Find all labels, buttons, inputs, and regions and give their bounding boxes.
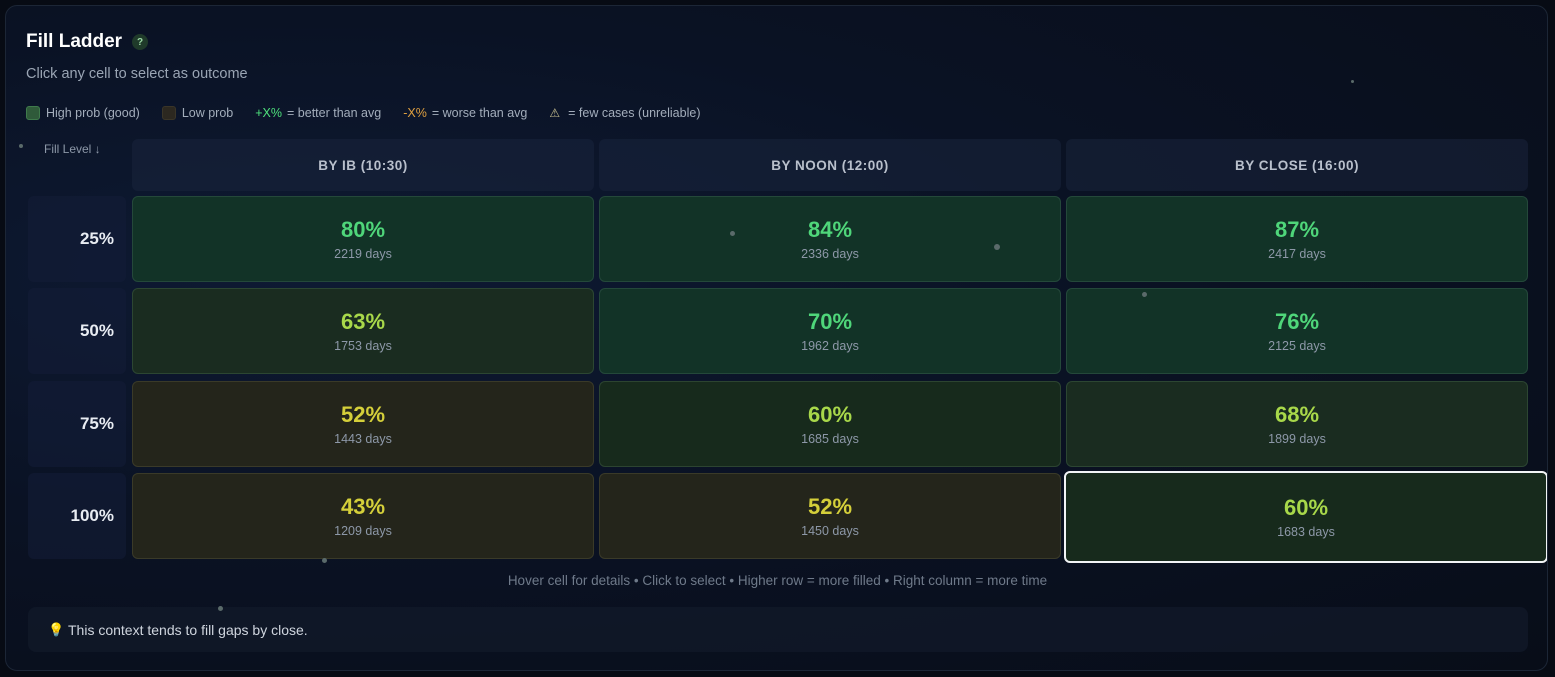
decor-dot	[1351, 80, 1354, 83]
cell-day-count: 2125 days	[1268, 339, 1326, 353]
cell-day-count: 1753 days	[334, 339, 392, 353]
grid-cell[interactable]: 84% 2336 days	[599, 196, 1061, 282]
legend-worse: -X% = worse than avg	[403, 106, 527, 120]
grid-cell[interactable]: 52% 1443 days	[132, 381, 594, 467]
panel-subtitle: Click any cell to select as outcome	[26, 66, 248, 82]
legend-low-label: Low prob	[181, 106, 234, 120]
legend-few: ⚠ = few cases (unreliable)	[549, 106, 700, 120]
cell-day-count: 1209 days	[334, 524, 392, 538]
grid-cell[interactable]: 63% 1753 days	[132, 288, 594, 374]
fill-ladder-panel: Fill Ladder ? Click any cell to select a…	[5, 5, 1548, 671]
cell-day-count: 1962 days	[801, 339, 859, 353]
context-text: This context tends to fill gaps by close…	[68, 621, 308, 638]
cell-day-count: 2417 days	[1268, 247, 1326, 261]
title-row: Fill Ladder ?	[26, 31, 149, 53]
cell-probability: 60%	[1283, 495, 1329, 520]
legend-few-label: = few cases (unreliable)	[568, 106, 701, 120]
high-prob-swatch	[26, 106, 40, 120]
cell-day-count: 2219 days	[334, 247, 392, 261]
usage-hint: Hover cell for details • Click to select…	[507, 573, 1048, 588]
grid-cell[interactable]: 76% 2125 days	[1066, 288, 1528, 374]
grid-cell[interactable]: 60% 1685 days	[599, 381, 1061, 467]
cell-probability: 87%	[1274, 217, 1320, 242]
help-icon[interactable]: ?	[132, 34, 149, 50]
grid-cell[interactable]: 60% 1683 days	[1064, 471, 1547, 563]
row-header-25: 25%	[28, 196, 126, 282]
warning-icon: ⚠	[549, 106, 561, 120]
legend: High prob (good) Low prob +X% = better t…	[26, 106, 722, 120]
cell-day-count: 1443 days	[334, 432, 392, 446]
cell-probability: 68%	[1274, 402, 1320, 427]
grid-cell[interactable]: 68% 1899 days	[1066, 381, 1528, 467]
column-header-noon: BY NOON (12:00)	[599, 139, 1061, 191]
grid-cell[interactable]: 70% 1962 days	[599, 288, 1061, 374]
cell-day-count: 1450 days	[801, 524, 859, 538]
cell-day-count: 1899 days	[1268, 432, 1326, 446]
worse-token: -X%	[403, 106, 427, 120]
grid-cell[interactable]: 80% 2219 days	[132, 196, 594, 282]
grid-cell[interactable]: 87% 2417 days	[1066, 196, 1528, 282]
decor-dot	[218, 606, 223, 611]
cell-probability: 76%	[1274, 309, 1320, 334]
cell-day-count: 1685 days	[801, 432, 859, 446]
column-header-ib: BY IB (10:30)	[132, 139, 594, 191]
cell-day-count: 1683 days	[1277, 525, 1335, 539]
decor-dot	[1142, 292, 1147, 297]
cell-probability: 63%	[340, 309, 386, 334]
legend-high-label: High prob (good)	[46, 106, 140, 120]
low-prob-swatch	[161, 106, 176, 120]
cell-probability: 52%	[340, 402, 386, 427]
better-token: +X%	[255, 106, 283, 120]
fill-level-header[interactable]: Fill Level ↓	[44, 142, 101, 156]
context-note: 💡 This context tends to fill gaps by clo…	[28, 607, 1528, 652]
legend-worse-label: = worse than avg	[431, 106, 528, 120]
panel-title: Fill Ladder	[26, 31, 123, 52]
decor-dot	[322, 558, 327, 563]
cell-probability: 70%	[807, 309, 853, 334]
cell-probability: 43%	[340, 494, 386, 519]
decor-dot	[730, 231, 735, 236]
legend-high: High prob (good)	[26, 106, 140, 120]
decor-dot	[994, 244, 1000, 250]
decor-dot	[19, 144, 23, 148]
row-header-50: 50%	[28, 288, 126, 374]
cell-probability: 84%	[807, 217, 853, 242]
cell-probability: 52%	[807, 494, 853, 519]
legend-low: Low prob	[161, 106, 234, 120]
grid-cell[interactable]: 43% 1209 days	[132, 473, 594, 559]
legend-better: +X% = better than avg	[255, 106, 381, 120]
row-header-75: 75%	[28, 381, 126, 467]
row-header-100: 100%	[28, 473, 126, 559]
cell-probability: 60%	[807, 402, 853, 427]
grid-cell[interactable]: 52% 1450 days	[599, 473, 1061, 559]
column-header-close: BY CLOSE (16:00)	[1066, 139, 1528, 191]
cell-probability: 80%	[340, 217, 386, 242]
legend-better-label: = better than avg	[287, 106, 382, 120]
lightbulb-icon: 💡	[48, 621, 65, 637]
cell-day-count: 2336 days	[801, 247, 859, 261]
